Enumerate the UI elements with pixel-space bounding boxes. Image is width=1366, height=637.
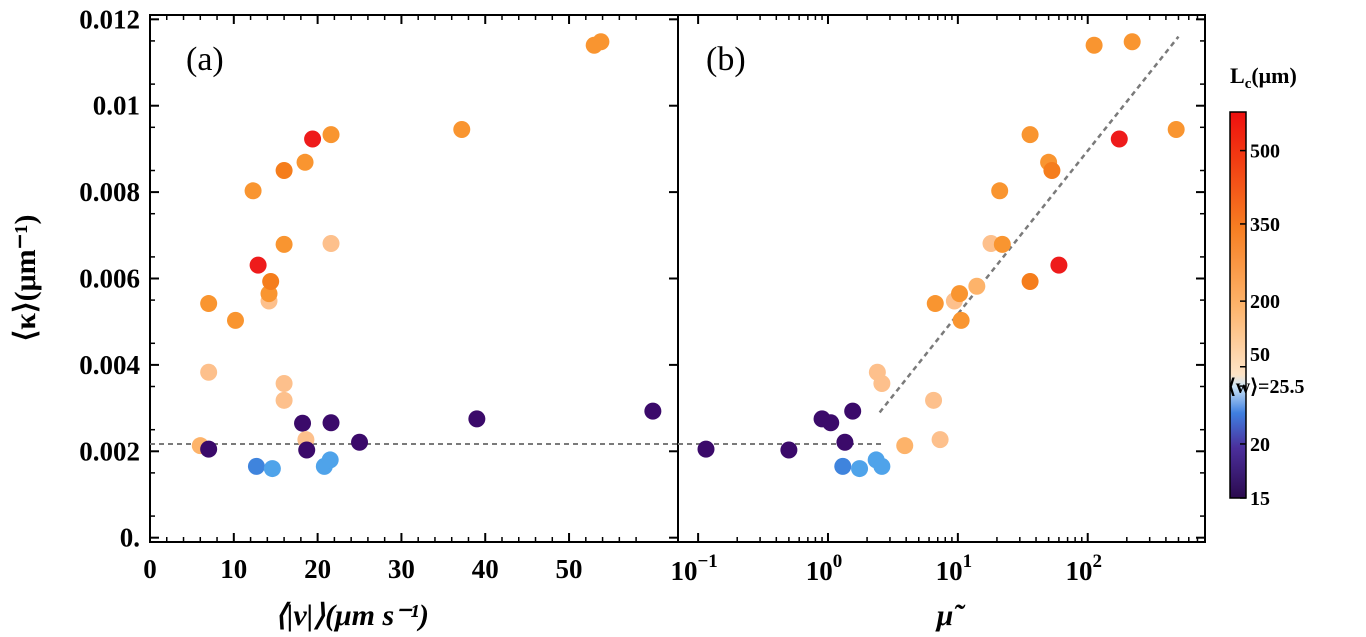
reference-lines: [150, 35, 1180, 445]
data-point: [1043, 162, 1061, 180]
data-point: [298, 441, 316, 459]
x-tick-label: 102: [1065, 551, 1102, 586]
data-point: [873, 374, 891, 392]
data-point: [200, 295, 218, 313]
x-tick-label: 10: [220, 554, 247, 584]
data-point: [968, 277, 986, 295]
data-point: [925, 391, 943, 409]
colorbar-tick-label: 350: [1250, 214, 1280, 236]
x-tick-label: 40: [472, 554, 499, 584]
x-tick-label: 101: [936, 551, 973, 586]
panel-b-ticks: 10−1 100 101 102: [670, 15, 1206, 586]
data-point: [275, 374, 293, 392]
data-point: [226, 311, 244, 329]
data-point: [931, 431, 949, 449]
data-point: [200, 440, 218, 458]
data-point: [294, 414, 312, 432]
panel-a-ticks: 0. 0.002 0.004 0.006 0.008 0.01 0.012 0 10 20 30 40…: [79, 4, 1205, 584]
data-point: [322, 414, 340, 432]
colorbar-tick-label: 200: [1250, 291, 1280, 313]
data-point: [1021, 273, 1039, 291]
data-point: [951, 285, 969, 303]
x-tick-label: 30: [388, 554, 415, 584]
panel-b-label: (b): [706, 41, 746, 78]
y-tick-label: 0.012: [79, 4, 140, 34]
colorbar: Lc(μm) 500 350 200 50 ⟨w⟩=25.5 20 15: [1228, 63, 1304, 510]
data-point: [851, 460, 869, 478]
data-point: [262, 273, 280, 291]
data-point: [822, 414, 840, 432]
y-tick-label: 0.004: [79, 350, 140, 380]
data-point: [1167, 120, 1185, 138]
data-point: [844, 402, 862, 420]
data-point: [296, 153, 314, 171]
colorbar-tick-label: ⟨w⟩=25.5: [1228, 376, 1304, 398]
data-point: [991, 182, 1009, 200]
colorbar-gradient: [1229, 111, 1247, 499]
data-point: [468, 410, 486, 428]
data-point: [952, 311, 970, 329]
data-point: [244, 182, 262, 200]
panel-a-points: [191, 33, 662, 478]
data-point: [275, 162, 293, 180]
panel-a-x-axis-title: ⟨|v|⟩(μm s⁻¹): [275, 599, 429, 632]
data-point: [836, 433, 854, 451]
colorbar-tick-label: 15: [1250, 488, 1270, 510]
data-point: [351, 433, 369, 451]
data-point: [249, 256, 267, 274]
data-point: [1123, 33, 1141, 51]
data-point: [1085, 36, 1103, 54]
data-point: [263, 460, 281, 478]
data-point: [993, 235, 1011, 253]
data-point: [247, 457, 265, 475]
y-axis-title: ⟨κ⟩(μm⁻¹): [9, 215, 42, 342]
data-point: [322, 235, 340, 253]
data-point: [304, 130, 322, 148]
data-point: [1110, 130, 1128, 148]
data-point: [1021, 126, 1039, 144]
x-tick-label: 0: [143, 554, 157, 584]
y-tick-label: 0.008: [79, 177, 140, 207]
data-point: [200, 363, 218, 381]
data-point: [896, 437, 914, 455]
data-point: [322, 126, 340, 144]
data-point: [926, 295, 944, 313]
colorbar-tick-label: 500: [1250, 141, 1280, 163]
x-tick-label: 20: [304, 554, 331, 584]
colorbar-title: Lc(μm): [1230, 63, 1297, 92]
data-point: [873, 457, 891, 475]
colorbar-tick-label: 50: [1250, 344, 1270, 366]
data-point: [697, 440, 715, 458]
data-point: [275, 235, 293, 253]
data-point: [453, 120, 471, 138]
data-point: [644, 402, 662, 420]
panel-b-fit-line: [878, 35, 1180, 414]
y-tick-label: 0.: [120, 523, 140, 553]
panel-b-points: [697, 33, 1185, 478]
y-tick-label: 0.01: [93, 91, 140, 121]
data-point: [321, 451, 339, 469]
data-point: [834, 457, 852, 475]
data-point: [1050, 256, 1068, 274]
data-point: [592, 33, 610, 51]
panel-a-frame: [149, 14, 679, 543]
x-tick-label: 50: [556, 554, 583, 584]
data-point: [780, 441, 798, 459]
y-tick-label: 0.006: [79, 264, 140, 294]
colorbar-tick-label: 20: [1250, 434, 1270, 456]
data-point: [275, 391, 293, 409]
colorbar-ticks: 500 350 200 50 ⟨w⟩=25.5 20 15: [1228, 141, 1304, 510]
y-tick-label: 0.002: [79, 436, 140, 466]
panel-a-label: (a): [186, 41, 224, 78]
x-tick-label: 100: [806, 551, 843, 586]
panel-b-x-axis-title: μ̃: [935, 599, 967, 632]
panel-b-frame: [677, 14, 1206, 543]
x-tick-label: 10−1: [670, 551, 717, 586]
